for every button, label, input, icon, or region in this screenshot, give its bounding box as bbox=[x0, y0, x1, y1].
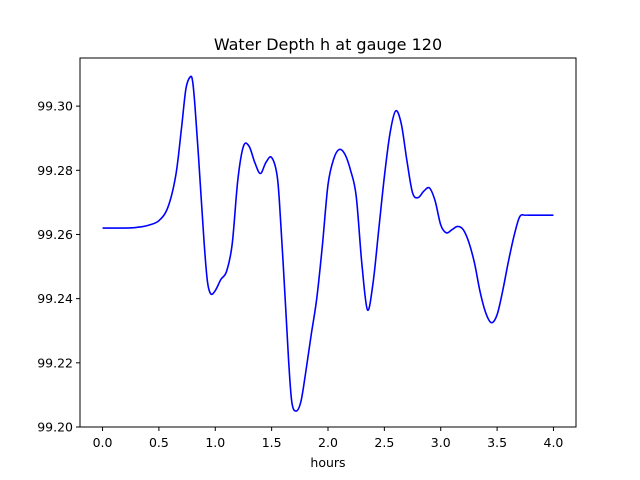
y-tick-label: 99.26 bbox=[37, 227, 73, 242]
x-tick-label: 1.0 bbox=[205, 435, 225, 450]
y-tick-label: 99.22 bbox=[37, 355, 73, 370]
x-axis: 0.0 0.5 1.0 1.5 2.0 2.5 3.0 3.5 4.0 bbox=[93, 427, 564, 450]
x-tick-label: 2.5 bbox=[374, 435, 394, 450]
x-tick-label: 3.0 bbox=[431, 435, 451, 450]
x-tick-label: 4.0 bbox=[544, 435, 564, 450]
chart-title: Water Depth h at gauge 120 bbox=[214, 35, 442, 54]
axes-frame bbox=[79, 57, 577, 428]
plot-area bbox=[102, 75, 554, 412]
y-tick-label: 99.20 bbox=[37, 420, 73, 435]
y-axis: 99.20 99.22 99.24 99.26 99.28 99.30 bbox=[37, 99, 80, 435]
series-line bbox=[102, 75, 554, 412]
x-axis-label: hours bbox=[310, 455, 345, 470]
x-tick-label: 3.5 bbox=[487, 435, 507, 450]
y-tick-label: 99.28 bbox=[37, 163, 73, 178]
x-tick-label: 2.0 bbox=[318, 435, 338, 450]
x-tick-label: 1.5 bbox=[262, 435, 282, 450]
y-tick-label: 99.24 bbox=[37, 291, 73, 306]
x-tick-label: 0.5 bbox=[149, 435, 169, 450]
x-tick-label: 0.0 bbox=[93, 435, 113, 450]
y-tick-label: 99.30 bbox=[37, 99, 73, 114]
